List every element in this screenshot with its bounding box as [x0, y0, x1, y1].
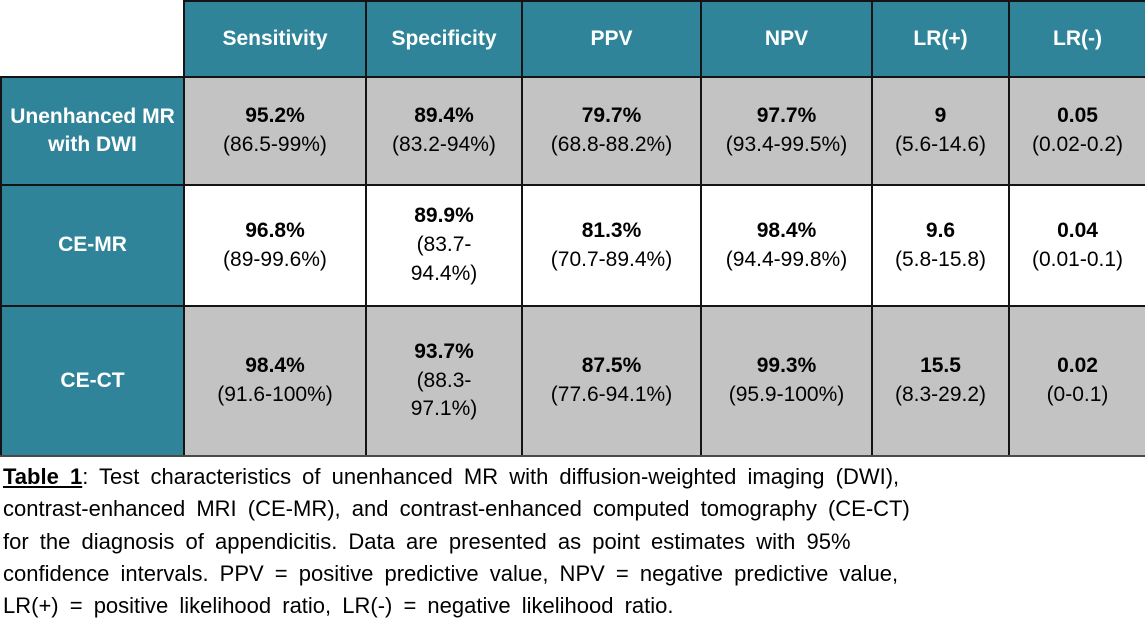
point-estimate: 99.3%: [756, 354, 817, 378]
confidence-interval: (5.6-14.6): [894, 133, 987, 156]
cell-specificity: 89.9% (83.7- 94.4%): [365, 184, 523, 307]
table-row-ce-mr: CE-MR 96.8% (89-99.6%) 89.9% (83.7- 94.4…: [0, 184, 1145, 307]
confidence-interval: (0-0.1): [1046, 383, 1109, 406]
confidence-interval: (95.9-100%): [728, 383, 845, 406]
cell-specificity: 89.4% (83.2-94%): [365, 76, 523, 186]
cell-npv: 99.3% (95.9-100%): [700, 305, 873, 457]
corner-cell: [1, 1, 185, 78]
confidence-interval: (5.8-15.8): [894, 247, 987, 271]
point-estimate: 9: [934, 104, 947, 128]
cell-specificity: 93.7% (88.3- 97.1%): [365, 305, 523, 457]
point-estimate: 98.4%: [245, 354, 305, 378]
cell-sensitivity: 98.4% (91.6-100%): [183, 305, 367, 457]
point-estimate: 89.9%: [414, 204, 474, 228]
point-estimate: 9.6: [925, 218, 956, 242]
point-estimate: 0.04: [1057, 218, 1098, 242]
caption-line: contrast-enhanced MRI (CE-MR), and contr…: [3, 496, 910, 522]
confidence-interval: (89-99.6%): [223, 247, 327, 271]
cell-lr-minus: 0.04 (0.01-0.1): [1008, 184, 1145, 307]
point-estimate: 96.8%: [245, 218, 305, 242]
cell-ppv: 81.3% (70.7-89.4%): [521, 184, 702, 307]
point-estimate: 0.02: [1057, 354, 1098, 378]
caption-line: LR(+) = positive likelihood ratio, LR(-)…: [3, 593, 674, 619]
confidence-interval: (70.7-89.4%): [550, 247, 673, 271]
confidence-interval: (77.6-94.1%): [550, 383, 673, 406]
cell-ppv: 79.7% (68.8-88.2%): [521, 76, 702, 186]
cell-lr-plus: 15.5 (8.3-29.2): [871, 305, 1010, 457]
table-caption: Table 1: Test characteristics of unenhan…: [0, 457, 1145, 623]
confidence-interval: (94.4-99.8%): [725, 247, 848, 271]
point-estimate: 89.4%: [414, 104, 474, 128]
cell-sensitivity: 95.2% (86.5-99%): [183, 76, 367, 186]
point-estimate: 98.4%: [756, 218, 817, 242]
cell-lr-minus: 0.05 (0.02-0.2): [1008, 76, 1145, 186]
cell-lr-minus: 0.02 (0-0.1): [1008, 305, 1145, 457]
confidence-interval: (83.2-94%): [392, 133, 496, 156]
caption-text: : Test characteristics of unenhanced MR …: [82, 464, 900, 489]
row-header-unenhanced-mr-dwi: Unenhanced MR with DWI: [0, 76, 185, 186]
cell-npv: 97.7% (93.4-99.5%): [700, 76, 873, 186]
cell-ppv: 87.5% (77.6-94.1%): [521, 305, 702, 457]
confidence-interval: (8.3-29.2): [894, 383, 987, 406]
point-estimate: 0.05: [1057, 104, 1098, 128]
caption-line: confidence intervals. PPV = positive pre…: [3, 560, 899, 586]
point-estimate: 87.5%: [581, 354, 642, 378]
col-header-specificity: Specificity: [365, 0, 523, 78]
point-estimate: 95.2%: [245, 104, 305, 128]
point-estimate: 79.7%: [581, 104, 642, 128]
confidence-interval: (83.7- 94.4%): [410, 233, 478, 285]
confidence-interval: (0.02-0.2): [1031, 133, 1124, 156]
confidence-interval: (88.3- 97.1%): [410, 368, 478, 421]
point-estimate: 81.3%: [581, 218, 642, 242]
row-header-ce-mr: CE-MR: [0, 184, 185, 307]
confidence-interval: (86.5-99%): [223, 133, 327, 156]
col-header-ppv: PPV: [521, 0, 702, 78]
cell-npv: 98.4% (94.4-99.8%): [700, 184, 873, 307]
col-header-lr-plus: LR(+): [871, 0, 1010, 78]
confidence-interval: (93.4-99.5%): [725, 133, 848, 156]
caption-line: Table 1: Test characteristics of unenhan…: [3, 461, 1141, 493]
row-header-ce-ct: CE-CT: [0, 305, 185, 457]
caption-line: for the diagnosis of appendicitis. Data …: [3, 528, 851, 554]
point-estimate: 93.7%: [414, 339, 474, 363]
confidence-interval: (91.6-100%): [217, 383, 333, 406]
cell-lr-plus: 9 (5.6-14.6): [871, 76, 1010, 186]
header-row: Sensitivity Specificity PPV NPV LR(+) LR…: [1, 0, 1145, 78]
point-estimate: 97.7%: [756, 104, 817, 128]
table-row-ce-ct: CE-CT 98.4% (91.6-100%) 93.7% (88.3- 97.…: [0, 305, 1145, 457]
col-header-npv: NPV: [700, 0, 873, 78]
cell-lr-plus: 9.6 (5.8-15.8): [871, 184, 1010, 307]
col-header-sensitivity: Sensitivity: [183, 0, 367, 78]
table-row-unenhanced-mr-dwi: Unenhanced MR with DWI 95.2% (86.5-99%) …: [0, 76, 1145, 186]
caption-label: Table 1: [3, 464, 83, 489]
confidence-interval: (68.8-88.2%): [550, 133, 673, 156]
point-estimate: 15.5: [920, 354, 961, 378]
confidence-interval: (0.01-0.1): [1031, 247, 1124, 271]
col-header-lr-minus: LR(-): [1008, 0, 1145, 78]
cell-sensitivity: 96.8% (89-99.6%): [183, 184, 367, 307]
test-characteristics-table: Sensitivity Specificity PPV NPV LR(+) LR…: [0, 0, 1145, 457]
